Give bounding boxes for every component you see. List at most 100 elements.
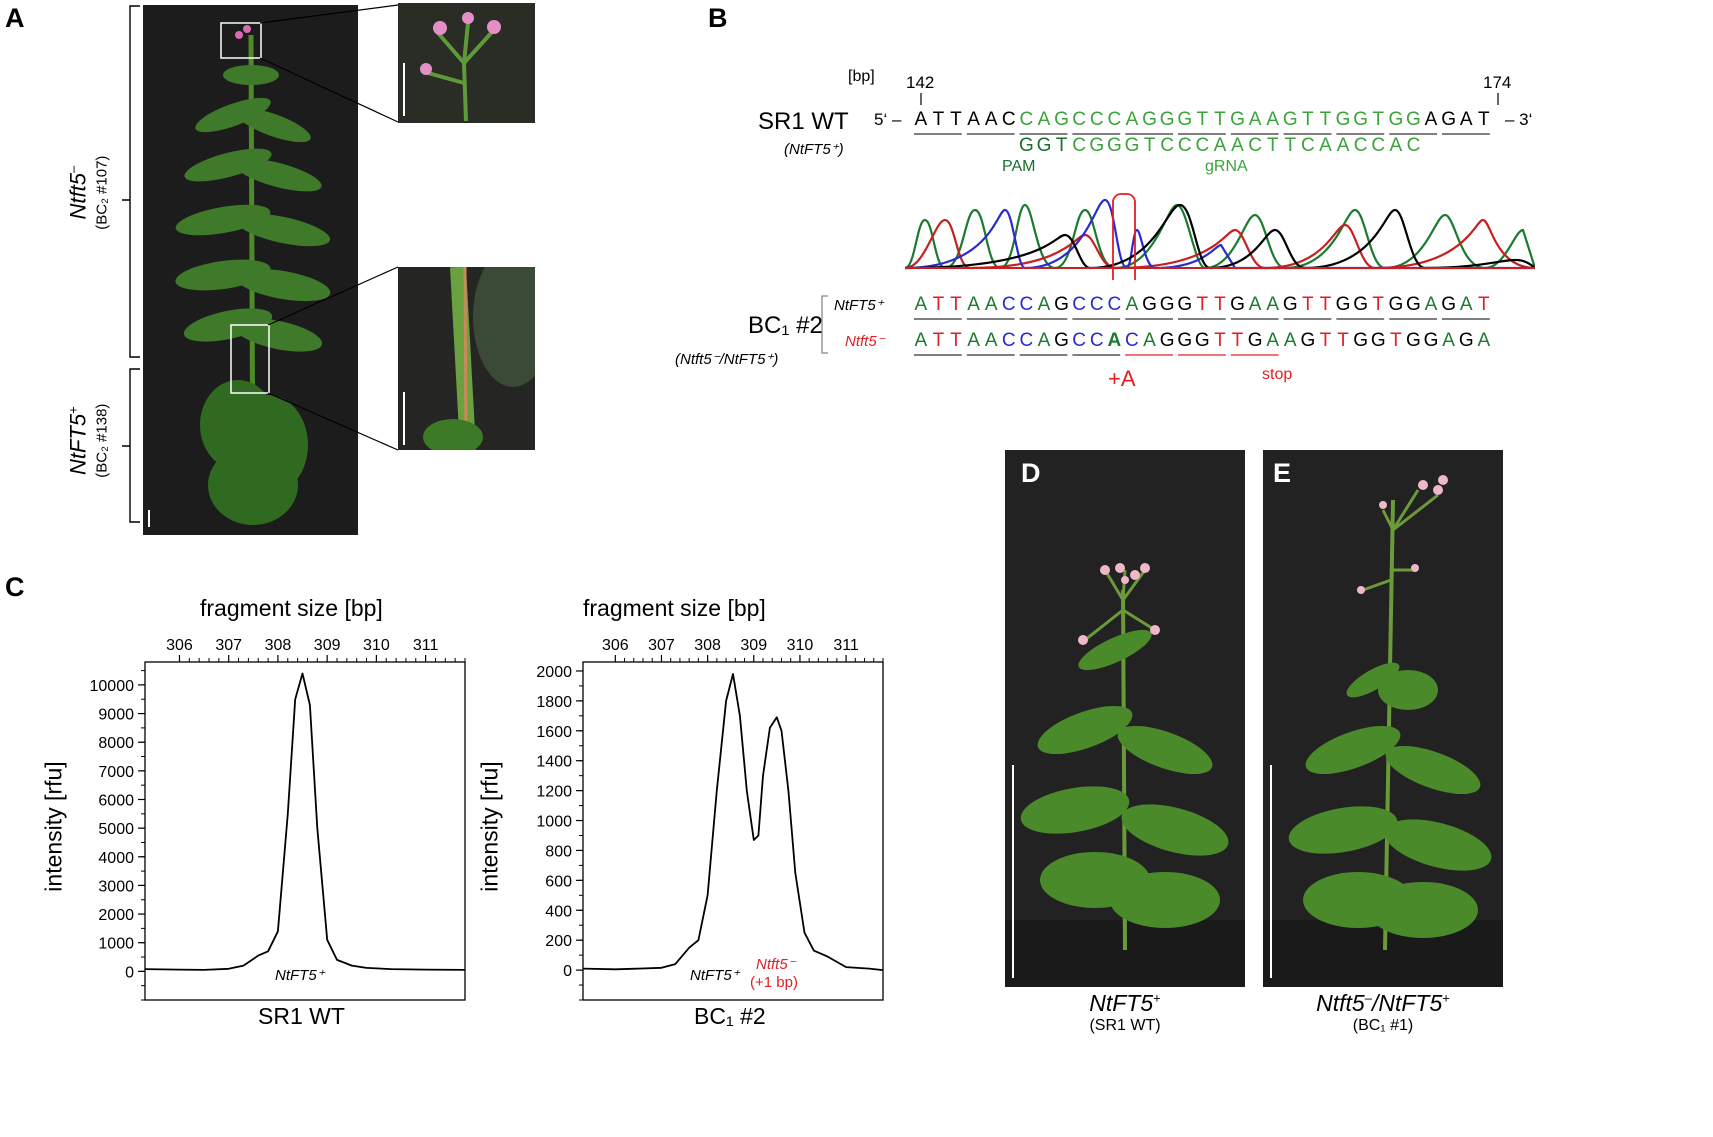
x-tick-label: 310	[787, 637, 814, 654]
allele2-base: C	[1001, 330, 1016, 351]
allele2-base: G	[1247, 330, 1263, 351]
y-tick-label: 2000	[98, 907, 134, 924]
y-tick-label: 8000	[98, 735, 134, 752]
data-line	[144, 672, 466, 971]
y-tick-label: 9000	[98, 707, 134, 724]
allele2-base: A	[967, 330, 980, 351]
allele2-base: G	[1054, 330, 1069, 351]
allele2-base: G	[1406, 330, 1421, 351]
panel-letter-b: B	[708, 3, 728, 33]
wt-base: G	[1142, 109, 1157, 130]
allele1-base: G	[1282, 294, 1298, 315]
y-tick-label: 1400	[536, 754, 572, 771]
wt-base: A	[967, 109, 980, 130]
c2-xlabel-top: fragment size [bp]	[583, 595, 766, 621]
allele1-base: A	[984, 294, 998, 315]
genotype-brackets	[122, 5, 140, 523]
allele2-base: C	[1089, 330, 1104, 351]
allele2-base: C	[1072, 330, 1086, 351]
wt-base: G	[1230, 109, 1245, 130]
c2-annotation-mut: Ntft5⁻	[756, 956, 796, 973]
allele-bracket	[821, 295, 828, 354]
wt-sublabel: (NtFT5⁺)	[784, 141, 844, 158]
allele1-label: NtFT5⁺	[834, 297, 884, 314]
x-tick-label: 309	[740, 637, 767, 654]
allele2-base: A	[914, 330, 928, 351]
allele2-base: T	[950, 330, 962, 351]
bc1-sublabel: (Ntft5⁻/NtFT5⁺)	[675, 351, 779, 368]
y-tick-label: 4000	[98, 850, 134, 867]
allele2-base: A	[1037, 330, 1051, 351]
allele1-base: A	[967, 294, 980, 315]
grna-base: T	[1284, 135, 1297, 156]
wt-base: A	[1459, 109, 1473, 130]
plot-frame	[144, 661, 466, 1001]
wt-base: G	[1282, 109, 1298, 130]
grna-base: A	[1319, 135, 1332, 156]
y-tick-label: 6000	[98, 792, 134, 809]
grna-base: G	[1106, 135, 1122, 156]
grna-base: A	[1336, 135, 1350, 156]
three-prime-label: – 3‘	[1505, 110, 1533, 129]
position-ticks	[920, 93, 1499, 105]
allele2-base: T	[1214, 330, 1226, 351]
allele1-base: G	[1441, 294, 1456, 315]
allele1-base: A	[1424, 294, 1438, 315]
allele1-base: A	[914, 294, 928, 315]
wt-base: C	[1107, 109, 1122, 130]
allele1-base: G	[1159, 294, 1175, 315]
position-end: 174	[1483, 73, 1512, 92]
allele1-base: C	[1019, 294, 1034, 315]
panel-letter-e: E	[1273, 458, 1292, 488]
grna-base: G	[1124, 135, 1140, 156]
wt-base: G	[1441, 109, 1456, 130]
flower-inset-photo	[398, 3, 535, 123]
c2-annotation-wt: NtFT5⁺	[690, 967, 740, 984]
allele2-base: G	[1458, 330, 1474, 351]
allele2-base: G	[1370, 330, 1386, 351]
allele1-base: G	[1388, 294, 1404, 315]
grna-base: C	[1371, 135, 1386, 156]
x-tick-label: 309	[314, 637, 341, 654]
allele1-base: G	[1177, 294, 1193, 315]
plot-frame	[582, 661, 884, 1001]
chart-bc1-2: 306 307 308 309 310 311 0 200 400 600 800 1000 1200 1…	[536, 637, 884, 1001]
c1-annotation: NtFT5⁺	[275, 967, 325, 984]
y-tick-label: 1000	[98, 936, 134, 953]
grna-label: gRNA	[1205, 158, 1248, 175]
position-start: 142	[906, 73, 935, 92]
y-tick-label: 1200	[536, 784, 572, 801]
grna-base: C	[1160, 135, 1174, 156]
wt-base: A	[1125, 109, 1139, 130]
zoom-lines	[259, 4, 399, 451]
allele2-base: T	[1231, 330, 1244, 351]
wt-base: A	[1424, 109, 1438, 130]
wt-base: A	[984, 109, 998, 130]
wt-base: C	[1019, 109, 1034, 130]
grna-base: G	[1019, 135, 1034, 156]
allele2-base: G	[1353, 330, 1369, 351]
y-tick-label: 2000	[536, 664, 572, 681]
allele2-base: G	[1194, 330, 1210, 351]
panel-letter-a: A	[5, 3, 25, 33]
wt-base: T	[1214, 109, 1226, 130]
allele1-base: C	[1089, 294, 1104, 315]
y-tick-label: 3000	[98, 878, 134, 895]
allele1-base: A	[1037, 294, 1051, 315]
allele2-base: G	[1177, 330, 1193, 351]
allele1-base: T	[950, 294, 962, 315]
allele1-base: T	[932, 294, 945, 315]
c1-bottom-label: SR1 WT	[258, 1003, 345, 1029]
allele2-base: T	[1390, 330, 1402, 351]
allele1-base: C	[1072, 294, 1086, 315]
c2-bottom-label: BC₁ #2	[694, 1003, 766, 1029]
codon-underlines-alleles	[914, 318, 1490, 356]
wt-base: G	[1353, 109, 1369, 130]
stem-inset-photo	[398, 267, 535, 450]
wt-base: C	[1089, 109, 1104, 130]
panel-letter-d: D	[1021, 458, 1041, 488]
wt-base: T	[1302, 109, 1314, 130]
allele2-base: A	[1266, 330, 1280, 351]
e-caption: Ntft5–/NtFT5+ (BC₁ #1)	[1316, 990, 1450, 1034]
